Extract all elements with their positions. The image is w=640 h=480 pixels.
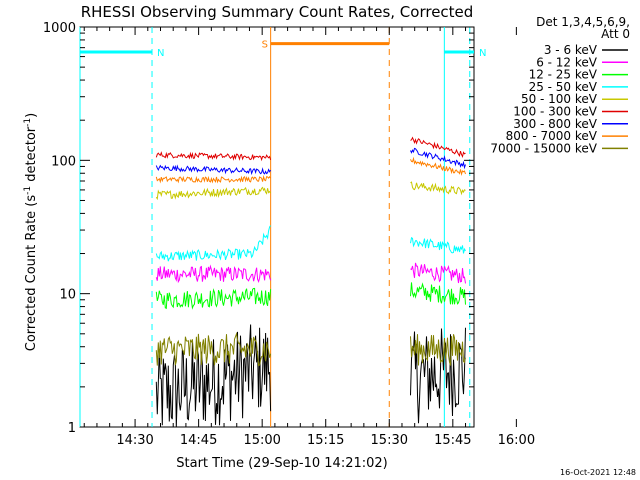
series-line: [155, 186, 272, 201]
x-tick-label: 14:30: [116, 433, 153, 448]
legend-entry-label: 3 - 6 keV: [544, 43, 598, 57]
y-axis-label-mid: detector: [24, 126, 39, 186]
attenuator-label: Att 0: [601, 27, 630, 41]
series-line: [155, 264, 272, 284]
series-line: [155, 151, 272, 162]
legend-entry-label: 7000 - 15000 keV: [490, 141, 597, 155]
y-axis-label: Corrected Count Rate (s-1 detector-1): [23, 113, 39, 351]
x-tick-label: 15:00: [243, 433, 280, 448]
series-line: [410, 147, 466, 170]
series-line: [155, 225, 272, 262]
series-layer: [155, 136, 466, 428]
x-tick-label: 15:45: [434, 433, 471, 448]
plot-frame: [79, 26, 475, 428]
annotation-layer: N NS: [79, 27, 486, 427]
series-line: [410, 282, 466, 305]
generated-timestamp: 16-Oct-2021 12:48: [560, 468, 636, 477]
series-line: [155, 164, 272, 176]
series-line: [410, 262, 466, 284]
y-tick-label: 1: [68, 421, 76, 436]
series-line: [155, 331, 272, 367]
interval-label: N: [479, 48, 486, 59]
series-line: [410, 181, 466, 196]
x-tick-label: 14:45: [180, 433, 217, 448]
series-line: [155, 174, 271, 184]
series-line: [410, 334, 466, 366]
interval-label: N: [157, 48, 164, 59]
y-axis-label-sup2: -1: [23, 118, 33, 127]
legend-entry-label: 25 - 50 keV: [529, 80, 598, 94]
legend-entry-label: 300 - 800 keV: [513, 117, 597, 131]
y-axis-label-main: Corrected Count Rate (s: [24, 195, 39, 352]
y-tick-label: 1000: [43, 21, 76, 36]
series-line: [155, 287, 272, 310]
x-tick-label: 15:15: [307, 433, 344, 448]
x-tick-label: 16:00: [498, 433, 535, 448]
tick-layer: 14:30 14:45 15:00 15:15 15:30 15:45 16:00 1 10 10…: [43, 21, 535, 448]
y-tick-label: 10: [59, 288, 76, 303]
x-axis-label: Start Time (29-Sep-10 14:21:02): [176, 456, 387, 471]
legend-entry-label: 6 - 12 keV: [536, 55, 598, 69]
x-tick-label: 15:30: [371, 433, 408, 448]
legend-entry-label: 50 - 100 keV: [521, 92, 598, 106]
series-line: [410, 327, 466, 424]
series-line: [410, 156, 466, 177]
y-axis-label-end: ): [24, 113, 39, 118]
legend-entry-label: 100 - 300 keV: [513, 105, 597, 119]
legend-entry-label: 800 - 7000 keV: [506, 129, 598, 143]
chart-title: RHESSI Observing Summary Count Rates, Co…: [81, 3, 474, 21]
legend-entry-label: 12 - 25 keV: [529, 68, 598, 82]
y-tick-label: 100: [51, 154, 76, 169]
series-line: [410, 237, 466, 254]
detectors-label: Det 1,3,4,5,6,9,: [536, 15, 630, 29]
y-axis-label-sup1: -1: [23, 186, 33, 195]
interval-label: S: [262, 40, 268, 51]
series-line: [410, 136, 466, 158]
